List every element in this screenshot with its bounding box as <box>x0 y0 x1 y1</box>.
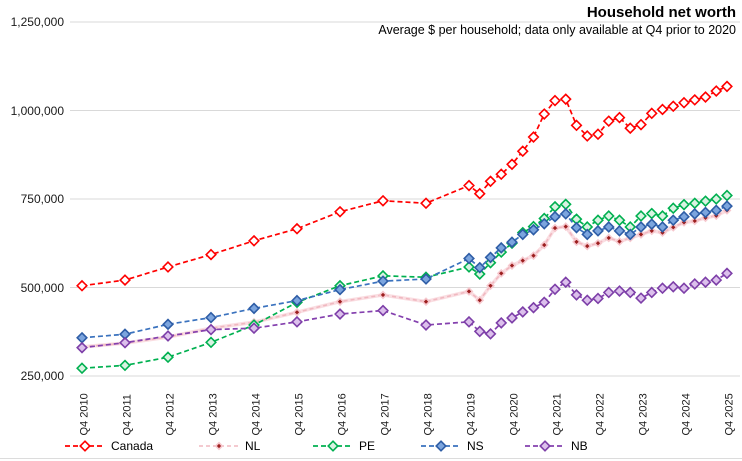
x-axis-tick-label: Q4 2022 <box>594 393 607 436</box>
x-axis-tick-label: Q4 2010 <box>78 393 91 436</box>
legend-label-ns: NS <box>467 439 484 453</box>
legend-marker-sample <box>327 440 339 452</box>
legend-label-pe: PE <box>359 439 376 453</box>
x-axis-tick-label: Q4 2012 <box>164 393 177 436</box>
y-axis-tick-label: 1,000,000 <box>10 103 64 118</box>
legend-marker-sample <box>435 440 447 452</box>
x-axis-tick-label: Q4 2013 <box>207 393 220 436</box>
x-axis-tick-label: Q4 2019 <box>465 393 478 436</box>
legend-label-nb: NB <box>571 439 588 453</box>
pe-series-line <box>81 194 728 370</box>
nb-series-line <box>81 272 728 349</box>
nb-series-markers <box>76 267 733 354</box>
legend-item-canada: Canada <box>64 436 153 456</box>
x-axis-tick-label: Q4 2018 <box>422 393 435 436</box>
ns-series-swatch-icon <box>421 440 461 452</box>
nl-series-line <box>81 209 728 348</box>
x-axis-tick-label: Q4 2020 <box>508 393 521 436</box>
canada-series-line <box>81 85 728 287</box>
x-axis-tick-label: Q4 2011 <box>121 394 134 436</box>
legend-label-nl: NL <box>245 439 261 453</box>
x-axis-tick-label: Q4 2017 <box>379 393 392 436</box>
bottom-divider <box>0 458 742 459</box>
pe-series-markers <box>76 189 733 375</box>
nb-series-swatch-icon <box>525 440 565 452</box>
pe-series-swatch-icon <box>313 440 353 452</box>
x-axis-tick-label: Q4 2024 <box>680 393 693 436</box>
legend-item-nl: NL <box>198 436 260 456</box>
x-axis-tick-label: Q4 2015 <box>293 393 306 436</box>
x-axis-tick-label: Q4 2014 <box>250 393 263 436</box>
ns-series-line <box>81 205 728 339</box>
legend: Canada NL PE NS NB <box>0 436 742 456</box>
y-axis-tick-label: 750,000 <box>20 192 64 206</box>
canada-series-markers <box>76 80 733 292</box>
y-axis-tick-label: 1,250,000 <box>10 15 64 29</box>
legend-item-ns: NS <box>420 436 484 456</box>
x-axis-tick-label: Q4 2016 <box>336 393 349 436</box>
legend-marker-sample <box>79 440 91 452</box>
legend-marker-sample <box>539 440 551 452</box>
canada-series-swatch-icon <box>65 440 105 452</box>
chart-title: Household net worth <box>586 4 736 21</box>
y-axis-tick-label: 250,000 <box>20 369 64 383</box>
nl-series-swatch-icon <box>199 441 239 451</box>
ns-series-markers <box>76 200 733 344</box>
y-axis-tick-label: 500,000 <box>20 280 64 295</box>
legend-item-nb: NB <box>524 436 588 456</box>
legend-item-pe: PE <box>312 436 375 456</box>
legend-marker-sample <box>214 441 224 451</box>
x-axis-tick-label: Q4 2025 <box>723 393 736 436</box>
legend-label-canada: Canada <box>111 439 154 453</box>
chart-subtitle: Average $ per household; data only avail… <box>378 23 736 37</box>
x-axis-tick-label: Q4 2023 <box>637 393 650 436</box>
x-axis-tick-label: Q4 2021 <box>551 393 564 436</box>
